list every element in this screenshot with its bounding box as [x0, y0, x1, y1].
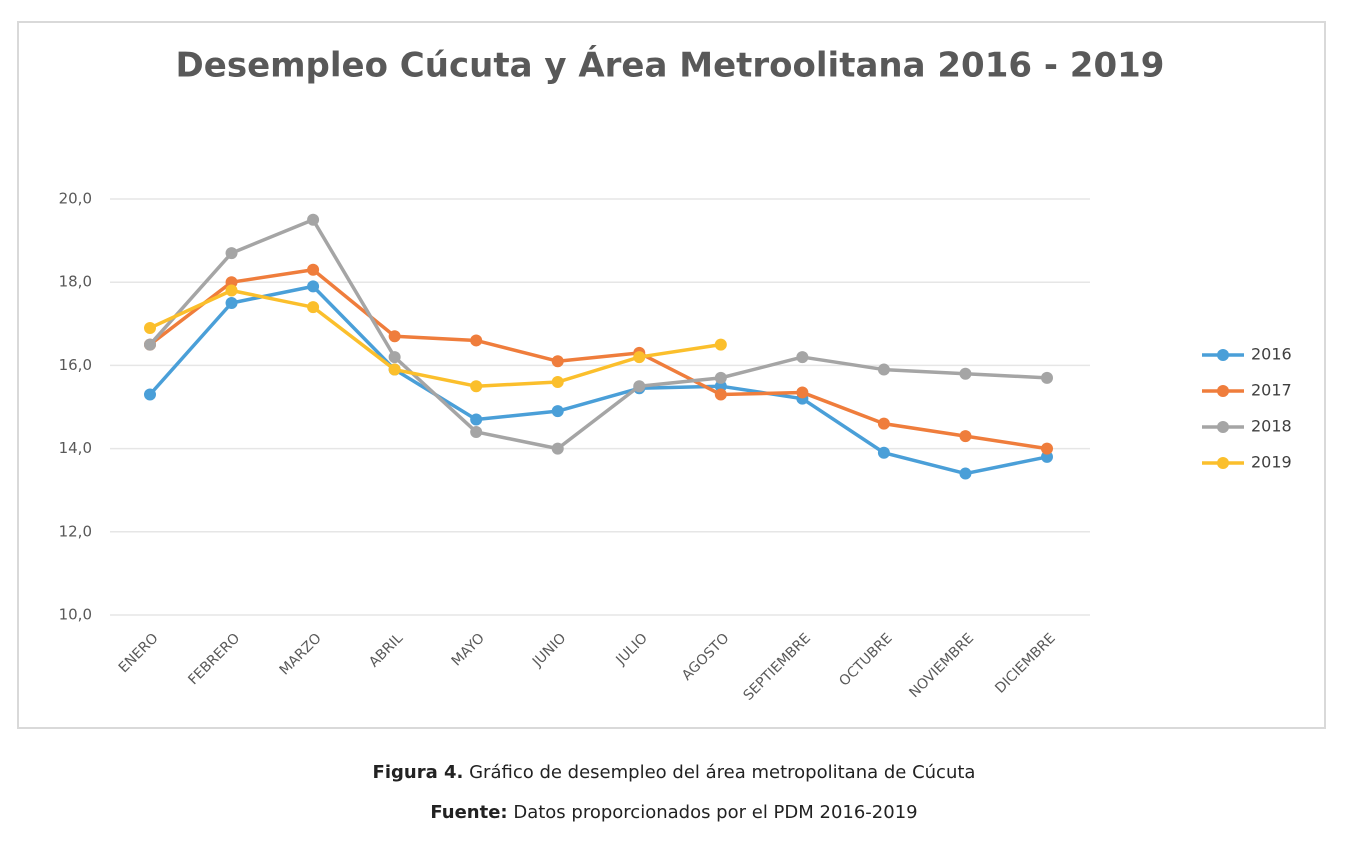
series-marker — [959, 430, 972, 443]
series-marker — [551, 405, 564, 418]
series-marker — [225, 284, 238, 297]
series-marker — [144, 321, 156, 334]
y-tick-label: 10,0 — [59, 606, 92, 624]
series-marker — [877, 363, 890, 376]
series-marker — [307, 280, 320, 293]
source-label: Fuente: — [430, 802, 507, 823]
series-marker — [470, 413, 483, 426]
series-marker — [388, 351, 401, 364]
series-marker — [1041, 450, 1053, 463]
figure-caption: Figura 4. Gráfico de desempleo del área … — [373, 762, 976, 783]
legend-swatch-marker — [1217, 421, 1229, 433]
y-tick-label: 16,0 — [59, 356, 92, 374]
series-line — [149, 288, 722, 388]
source-text: Datos proporcionados por el PDM 2016-201… — [513, 802, 917, 823]
source-caption: Fuente: Datos proporcionados por el PDM … — [430, 802, 917, 823]
series-marker — [307, 213, 320, 226]
series-marker — [796, 351, 809, 364]
series-line — [148, 218, 1048, 451]
series-marker — [633, 380, 646, 393]
series-marker — [714, 371, 727, 384]
series-marker — [877, 417, 890, 430]
series-marker — [959, 467, 972, 480]
series-marker — [388, 363, 401, 376]
series-line — [148, 267, 1048, 451]
series-marker — [225, 247, 238, 260]
caption-label: Figura 4. — [373, 762, 464, 783]
series-marker — [1041, 442, 1053, 455]
series-marker — [1041, 371, 1053, 384]
series-marker — [633, 351, 646, 364]
legend-swatch-marker — [1217, 349, 1229, 361]
series-marker — [551, 442, 564, 455]
chart-frame — [17, 21, 1326, 729]
y-tick-label: 18,0 — [59, 273, 92, 291]
series-marker — [144, 338, 156, 351]
series-marker — [714, 338, 727, 351]
legend-label: 2016 — [1251, 345, 1292, 364]
series-marker — [714, 388, 727, 401]
legend-label: 2018 — [1251, 417, 1292, 436]
legend-label: 2019 — [1251, 453, 1292, 472]
series-marker — [225, 297, 238, 309]
legend-swatch-marker — [1217, 385, 1229, 397]
chart-title: Desempleo Cúcuta y Área Metroolitana 201… — [176, 45, 1165, 86]
series-marker — [470, 425, 483, 438]
series-marker — [144, 388, 156, 401]
series-marker — [388, 330, 401, 343]
series-marker — [307, 263, 320, 276]
series-line — [148, 284, 1048, 476]
series-marker — [307, 301, 320, 314]
series-marker — [470, 334, 483, 347]
y-tick-label: 12,0 — [59, 522, 92, 540]
series-marker — [877, 446, 890, 459]
y-tick-label: 20,0 — [59, 190, 92, 208]
series-marker — [551, 355, 564, 368]
y-tick-label: 14,0 — [59, 439, 92, 457]
caption-text: Gráfico de desempleo del área metropolit… — [469, 762, 975, 783]
series-marker — [225, 276, 238, 289]
series-marker — [714, 380, 727, 393]
series-marker — [551, 376, 564, 389]
series-marker — [796, 386, 809, 399]
series-marker — [959, 367, 972, 380]
legend-label: 2017 — [1251, 381, 1292, 400]
series-marker — [470, 380, 483, 393]
legend-swatch-marker — [1217, 457, 1229, 469]
